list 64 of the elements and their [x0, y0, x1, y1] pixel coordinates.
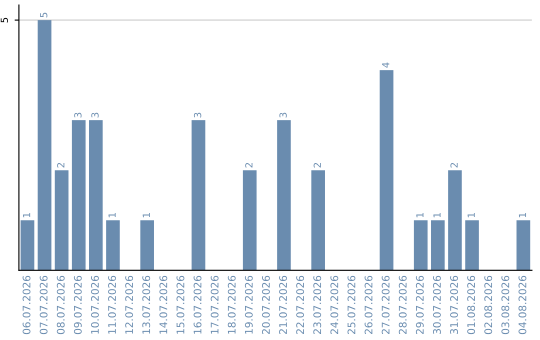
- x-tick-label: 25.07.2026: [347, 276, 356, 334]
- x-tick-label: 12.07.2026: [125, 276, 134, 334]
- x-tick-label: 17.07.2026: [210, 276, 219, 334]
- x-tick-label: 30.07.2026: [432, 276, 441, 334]
- x-tick-label: 07.07.2026: [40, 276, 48, 334]
- x-tick-label: 09.07.2026: [74, 276, 82, 334]
- x-tick-label: 11.07.2026: [108, 276, 116, 334]
- x-tick-label: 04.08.2026: [518, 276, 526, 334]
- bar: [140, 220, 154, 270]
- x-tick-label: 14.07.2026: [159, 276, 168, 334]
- x-tick-label: 10.07.2026: [90, 276, 99, 334]
- data-label: 2: [57, 163, 64, 168]
- data-label: 2: [450, 163, 458, 168]
- x-tick-label: 20.07.2026: [262, 276, 270, 334]
- data-label: 2: [314, 163, 321, 168]
- x-tick-label: 31.07.2026: [450, 276, 458, 334]
- data-label: 1: [468, 212, 475, 218]
- bar: [414, 220, 428, 270]
- data-label: 1: [416, 212, 424, 218]
- bar: [516, 220, 530, 270]
- x-tick-label: 22.07.2026: [296, 276, 304, 334]
- data-label: 3: [74, 112, 82, 118]
- data-label: 3: [194, 112, 202, 118]
- data-label: 5: [40, 12, 48, 18]
- x-tick-label: 28.07.2026: [398, 276, 407, 334]
- bar: [89, 120, 103, 270]
- x-tick-label: 01.08.2026: [467, 276, 476, 334]
- data-label: 1: [518, 212, 526, 218]
- data-label: 3: [279, 112, 287, 118]
- bar: [448, 170, 462, 270]
- x-tick-label: 27.07.2026: [382, 276, 390, 334]
- x-tick-label: 15.07.2026: [176, 276, 184, 334]
- x-tick-label: 06.07.2026: [22, 276, 30, 334]
- x-tick-label: 23.07.2026: [313, 276, 322, 334]
- x-tick-label: 13.07.2026: [142, 276, 150, 334]
- bar: [465, 220, 479, 270]
- data-label: 4: [382, 62, 390, 68]
- x-tick-label: 24.07.2026: [330, 276, 338, 334]
- data-label: 1: [23, 212, 30, 218]
- data-label: 1: [433, 212, 441, 218]
- x-tick-label: 21.07.2026: [279, 276, 287, 334]
- x-tick-label: 08.07.2026: [56, 276, 65, 334]
- bar: [192, 120, 206, 270]
- x-tick-label: 16.07.2026: [194, 276, 202, 334]
- data-label: 1: [142, 212, 150, 218]
- bar: [20, 220, 34, 270]
- bar: [242, 170, 257, 270]
- bar: [277, 120, 291, 270]
- bar: [311, 170, 325, 270]
- x-tick-label: 18.07.2026: [228, 276, 236, 334]
- bar: [54, 170, 68, 270]
- x-tick-label: 29.07.2026: [416, 276, 424, 334]
- bar: [431, 220, 445, 270]
- x-tick-label: 02.08.2026: [484, 276, 492, 334]
- data-label: 3: [91, 112, 99, 118]
- data-label: 1: [108, 212, 116, 218]
- bar: [72, 120, 86, 270]
- bar: [106, 220, 120, 270]
- data-label: 2: [245, 163, 252, 168]
- x-tick-label: 19.07.2026: [244, 276, 253, 334]
- x-tick-label: 26.07.2026: [364, 276, 372, 334]
- bar: [38, 20, 52, 270]
- bar: [380, 70, 394, 270]
- x-tick-label: 03.08.2026: [501, 276, 510, 334]
